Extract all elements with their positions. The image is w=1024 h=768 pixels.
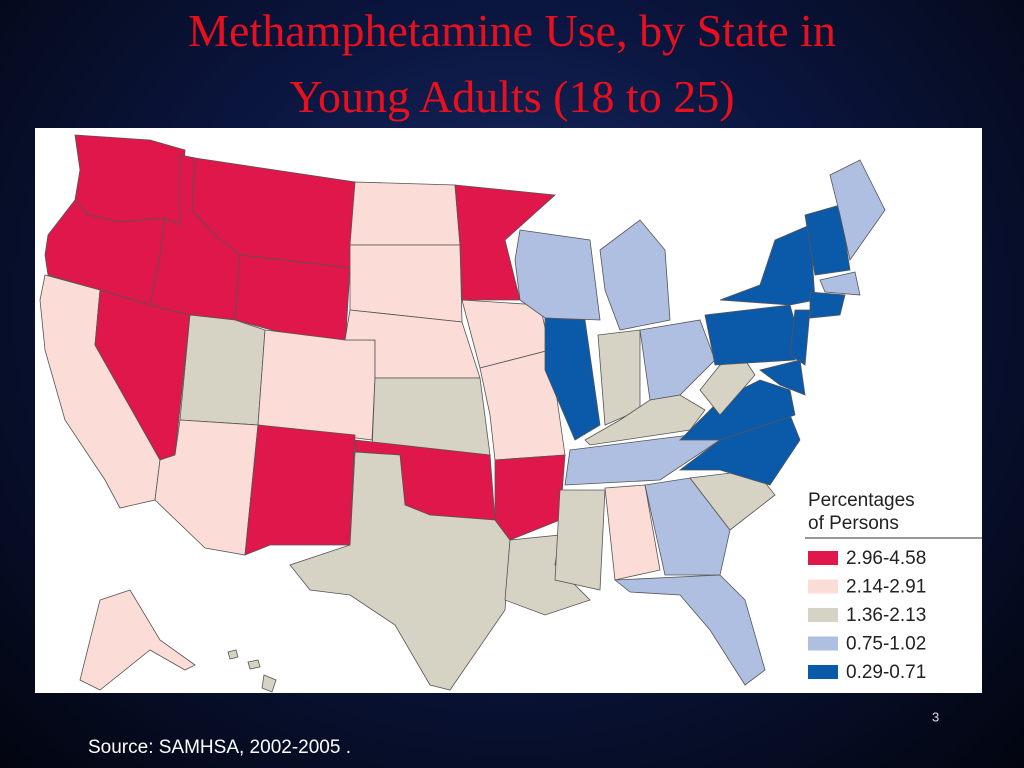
legend-label: 2.96-4.58 xyxy=(846,548,926,569)
state xyxy=(257,329,376,441)
legend-title: of Persons xyxy=(808,513,899,534)
legend-label: 0.75-1.02 xyxy=(846,634,926,655)
legend-label: 1.36-2.13 xyxy=(846,605,926,626)
state xyxy=(644,477,731,576)
state xyxy=(829,159,886,261)
title-line: Methamphetamine Use, by State in xyxy=(188,5,836,56)
state xyxy=(759,359,806,396)
state xyxy=(554,489,606,591)
state xyxy=(809,291,846,319)
state xyxy=(604,484,661,581)
state xyxy=(349,181,461,246)
state xyxy=(244,424,356,556)
state xyxy=(227,649,239,660)
state xyxy=(819,271,861,296)
state xyxy=(349,244,463,323)
state xyxy=(544,317,601,441)
source: Source: SAMHSA, 2002-2005 . xyxy=(88,737,351,758)
state xyxy=(179,314,266,426)
state xyxy=(289,451,511,691)
state xyxy=(699,359,756,416)
legend-swatch xyxy=(808,579,838,594)
state xyxy=(79,589,196,691)
legend-swatch xyxy=(808,665,838,679)
state xyxy=(494,454,566,541)
state xyxy=(564,434,722,486)
legend-title: Percentages xyxy=(808,490,915,511)
state xyxy=(74,134,186,226)
legend-swatch xyxy=(808,636,838,651)
state xyxy=(599,219,671,331)
state xyxy=(639,319,716,401)
legend-swatch xyxy=(808,608,838,622)
legend-swatch xyxy=(808,551,838,565)
state xyxy=(247,659,261,670)
state xyxy=(704,304,801,366)
title-line: Young Adults (18 to 25) xyxy=(289,71,735,122)
page-number: 3 xyxy=(932,709,939,724)
state xyxy=(584,394,706,446)
legend-label: 2.14-2.91 xyxy=(846,577,926,598)
legend-label: 0.29-0.71 xyxy=(846,662,926,683)
state xyxy=(371,377,491,456)
state xyxy=(789,309,811,366)
state xyxy=(613,574,766,686)
state xyxy=(261,674,277,693)
state xyxy=(804,204,851,276)
